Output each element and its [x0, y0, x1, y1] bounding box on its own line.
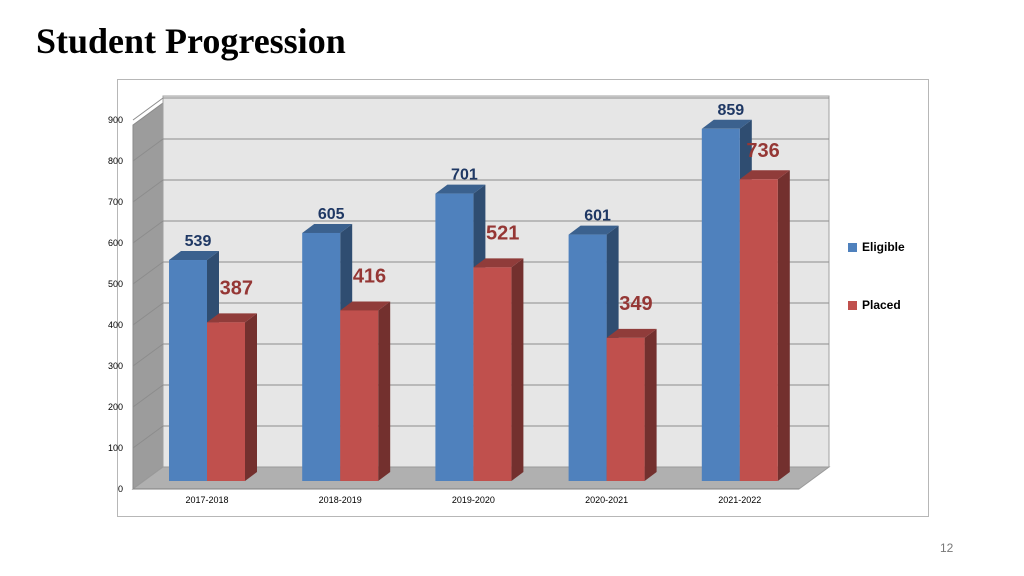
bar: [302, 232, 341, 481]
bar-top: [473, 258, 524, 268]
bar: [568, 234, 607, 481]
bar: [473, 267, 512, 481]
bar: [701, 128, 740, 481]
x-tick-label: 2018-2019: [319, 495, 362, 505]
bar-top: [435, 184, 486, 194]
bar-top: [169, 251, 219, 261]
bar: [207, 322, 245, 481]
bar-side: [644, 328, 657, 481]
side-wall: [132, 102, 164, 490]
gridline-side: [132, 138, 164, 162]
legend-label-placed: Placed: [862, 298, 901, 312]
data-label: 349: [619, 293, 652, 315]
bar-side: [245, 313, 257, 481]
slide-title: Student Progression: [36, 21, 346, 61]
data-label: 859: [717, 102, 744, 119]
bar: [435, 193, 474, 481]
y-tick-label: 300: [108, 361, 123, 371]
bar-side: [511, 258, 524, 481]
legend-swatch-eligible: [848, 242, 857, 252]
gridline-side: [132, 384, 164, 408]
bar: [739, 179, 778, 482]
bar-side: [378, 301, 391, 481]
bar-top: [207, 313, 257, 323]
bar-top: [340, 301, 391, 311]
legend-item-placed: Placed: [848, 298, 901, 312]
x-tick-label: 2017-2018: [185, 495, 228, 505]
y-tick-label: 600: [108, 238, 123, 248]
y-tick-label: 0: [118, 484, 123, 494]
bar: [169, 260, 207, 481]
bar: [340, 310, 379, 481]
gridline-side: [132, 220, 164, 244]
data-label: 605: [318, 206, 345, 223]
legend-label-eligible: Eligible: [862, 240, 905, 254]
bar-top: [739, 170, 790, 180]
y-tick-label: 400: [108, 320, 123, 330]
x-tick-label: 2021-2022: [718, 495, 761, 505]
y-tick-label: 900: [108, 115, 123, 125]
bar-side: [777, 170, 790, 482]
y-tick-label: 500: [108, 279, 123, 289]
x-tick-label: 2019-2020: [452, 495, 495, 505]
y-tick-label: 100: [108, 443, 123, 453]
data-label: 521: [486, 222, 519, 244]
bar: [606, 337, 645, 481]
data-label: 736: [746, 140, 779, 162]
gridline-side: [132, 97, 164, 121]
legend-item-eligible: Eligible: [848, 240, 905, 254]
bar-top: [701, 119, 752, 129]
gridline-side: [132, 302, 164, 326]
y-tick-label: 800: [108, 156, 123, 166]
data-label: 416: [353, 265, 386, 287]
bar-top: [568, 225, 619, 235]
y-tick-label: 700: [108, 197, 123, 207]
y-tick-label: 200: [108, 402, 123, 412]
legend-swatch-placed: [848, 300, 857, 310]
page-number: 12: [940, 541, 954, 555]
bar-top: [606, 328, 657, 338]
gridline-side: [132, 425, 164, 449]
x-tick-label: 2020-2021: [585, 495, 628, 505]
data-label: 601: [584, 208, 611, 225]
bar-top: [302, 223, 353, 233]
data-label: 539: [185, 233, 212, 250]
data-label: 701: [451, 167, 478, 184]
data-label: 387: [220, 277, 253, 299]
gridline-side: [132, 343, 164, 367]
gridline-side: [132, 179, 164, 203]
gridline-side: [132, 261, 164, 285]
